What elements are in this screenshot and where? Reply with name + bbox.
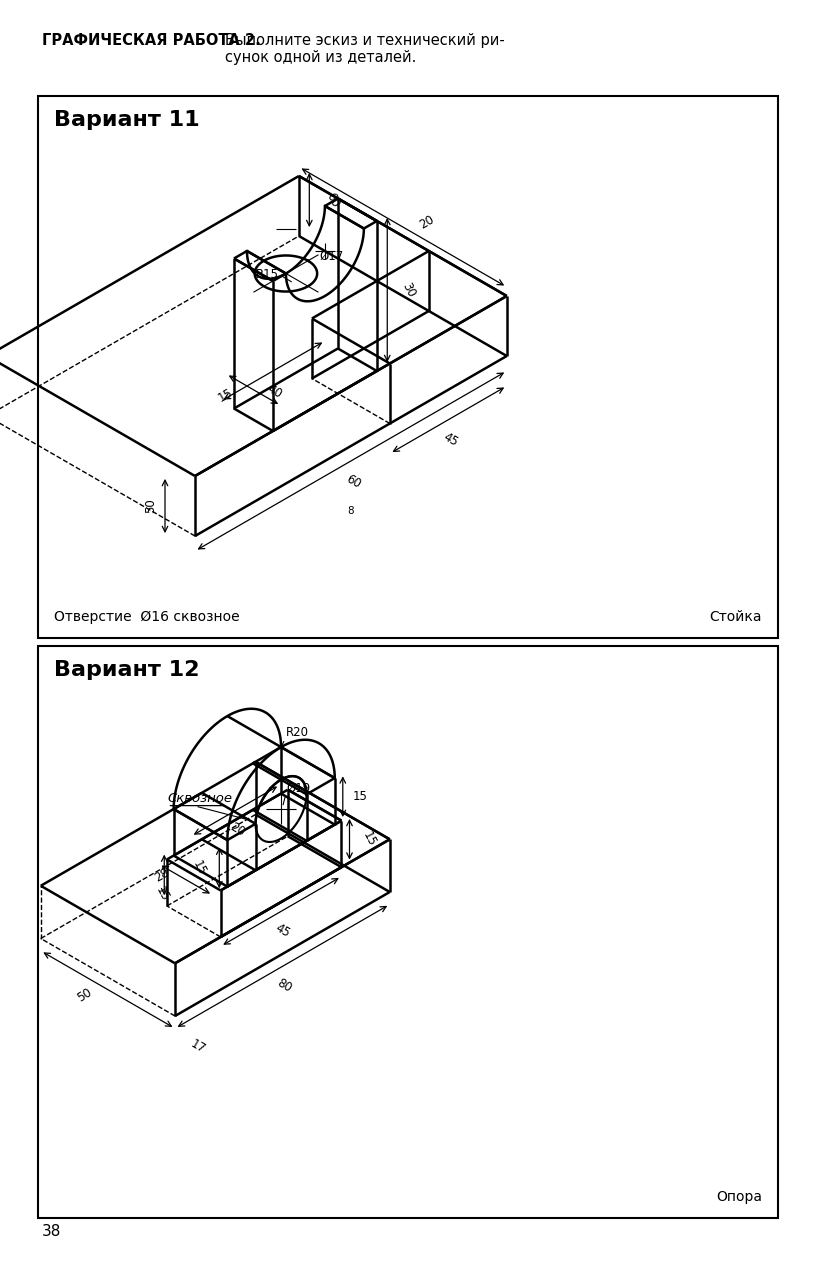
Text: 38: 38 (42, 1224, 61, 1239)
Text: 20: 20 (228, 821, 247, 839)
Text: 15: 15 (153, 885, 171, 904)
Text: 50: 50 (144, 498, 157, 513)
Text: 15: 15 (215, 386, 235, 405)
Text: Отверстие  Ø16 сквозное: Отверстие Ø16 сквозное (54, 610, 240, 624)
Text: Стойка: Стойка (709, 610, 762, 624)
Text: 50: 50 (74, 985, 94, 1004)
Text: 40: 40 (265, 383, 285, 400)
Text: Сквозное: Сквозное (167, 792, 233, 805)
Text: 17: 17 (188, 1037, 207, 1056)
Text: 60: 60 (344, 472, 362, 491)
Text: 20: 20 (417, 212, 437, 231)
Text: Вариант 12: Вариант 12 (54, 660, 199, 680)
Text: 28: 28 (153, 867, 171, 885)
Text: Выполните эскиз и технический ри-
сунок одной из деталей.: Выполните эскиз и технический ри- сунок … (225, 33, 505, 65)
Text: Вариант 11: Вариант 11 (54, 111, 200, 130)
Text: R20: R20 (286, 726, 309, 738)
Text: Ø19: Ø19 (286, 782, 310, 796)
Text: 15: 15 (190, 858, 208, 877)
Text: 8: 8 (348, 506, 354, 516)
Text: 45: 45 (273, 921, 293, 941)
Text: 30: 30 (399, 281, 418, 300)
Text: ГРАФИЧЕСКАЯ РАБОТА 2.: ГРАФИЧЕСКАЯ РАБОТА 2. (42, 33, 261, 48)
Text: 80: 80 (275, 976, 294, 995)
Text: Ø17: Ø17 (319, 249, 344, 262)
Text: Опора: Опора (716, 1190, 762, 1204)
Bar (38, 97, 778, 638)
Text: 60: 60 (323, 191, 342, 210)
Text: 15: 15 (360, 830, 378, 849)
Text: 45: 45 (441, 431, 460, 450)
Bar (38, 646, 778, 1218)
Text: 15: 15 (353, 791, 368, 803)
Text: R15: R15 (255, 267, 279, 281)
